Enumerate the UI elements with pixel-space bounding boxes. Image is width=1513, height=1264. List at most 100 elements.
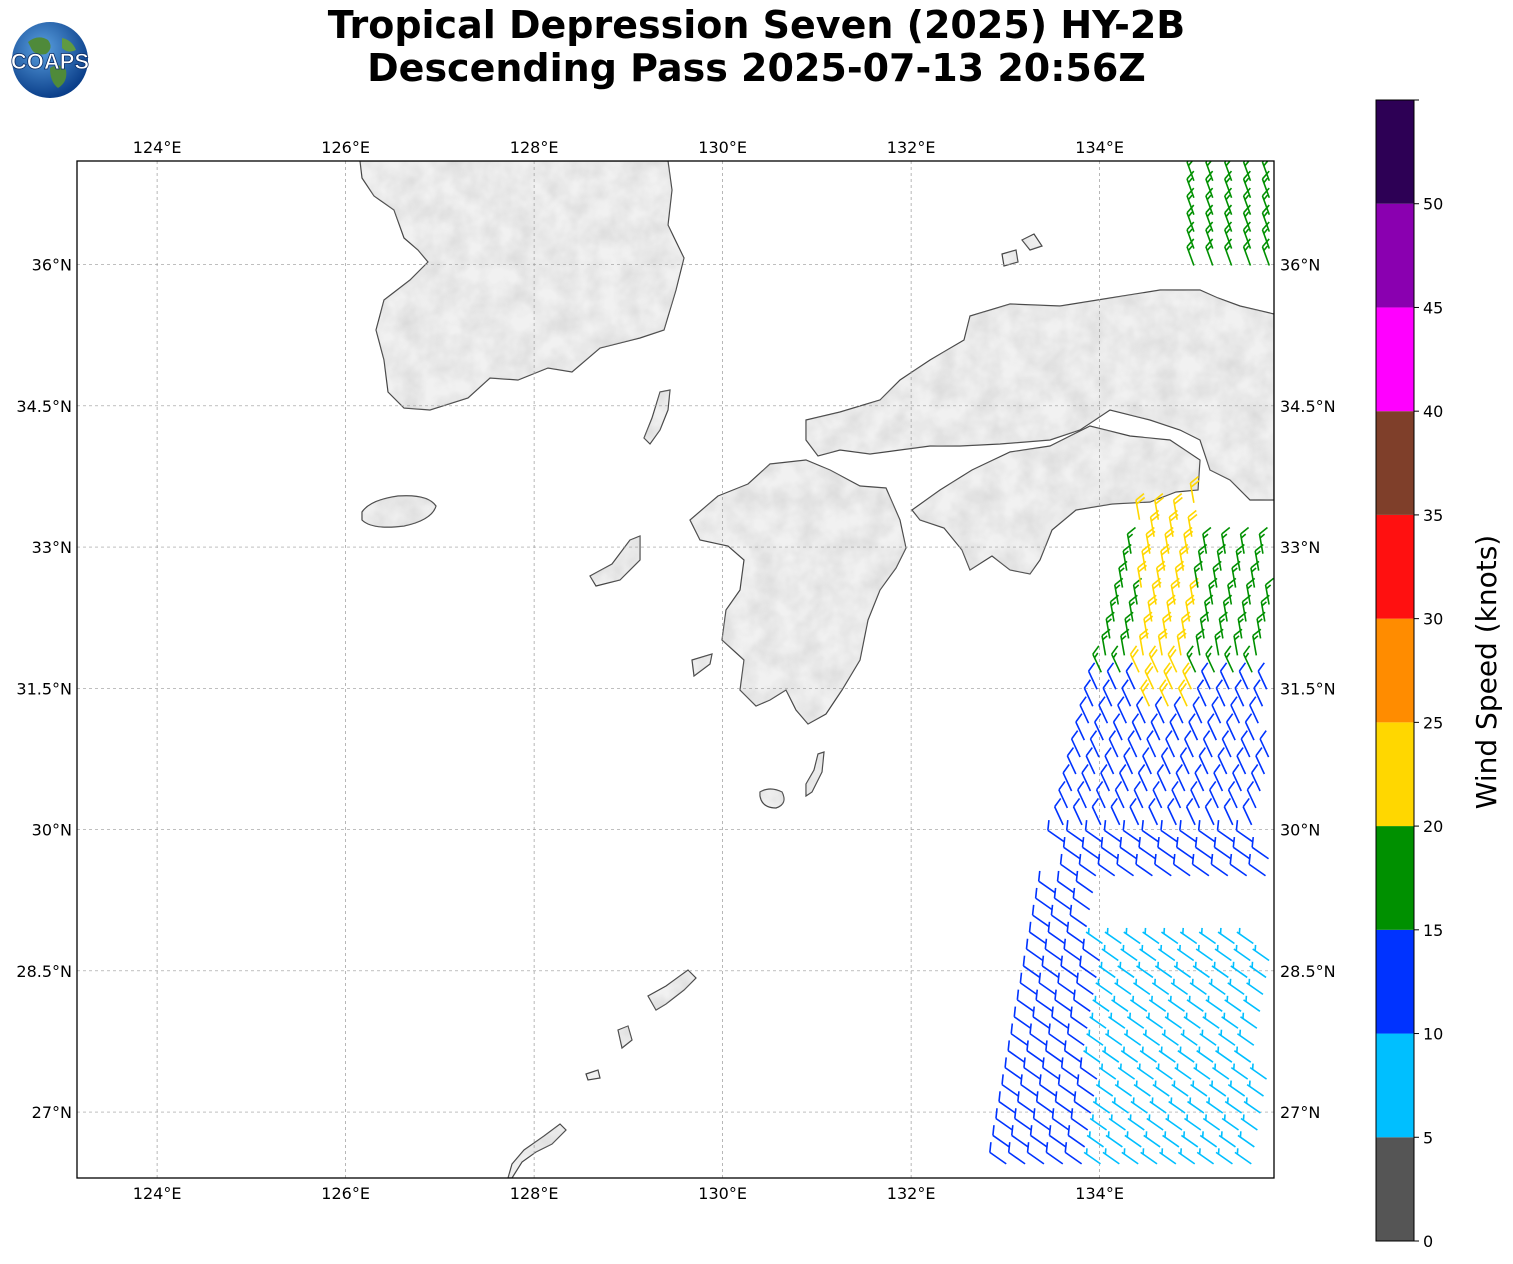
wind-barb <box>1060 955 1078 979</box>
chart-title: Tropical Depression Seven (2025) HY-2B D… <box>0 4 1513 90</box>
wind-barb <box>1014 1108 1032 1131</box>
wind-barb <box>1045 1040 1063 1063</box>
wind-barb <box>1062 764 1073 792</box>
terrain-shading <box>362 495 436 528</box>
wind-barb <box>1230 1063 1249 1080</box>
wind-barb <box>1255 747 1266 775</box>
wind-barb <box>1208 780 1219 809</box>
wind-barb <box>1110 797 1121 826</box>
wind-barb <box>1236 927 1254 945</box>
lon-tick-label: 132°E <box>887 138 936 157</box>
wind-barb <box>1093 713 1104 741</box>
wind-barb <box>1047 820 1065 843</box>
wind-barb <box>1062 836 1081 860</box>
wind-barb <box>1183 1114 1202 1131</box>
terrain-shading <box>618 1026 632 1048</box>
wind-barb <box>1076 1074 1095 1097</box>
wind-barb <box>1194 836 1213 860</box>
wind-barb <box>1177 1046 1195 1063</box>
wind-barb <box>1120 944 1138 962</box>
wind-barb <box>1240 730 1251 758</box>
lon-tick-label: 124°E <box>133 1184 182 1203</box>
wind-barb <box>1123 747 1134 775</box>
wind-barb <box>1141 820 1159 843</box>
wind-barb <box>1117 961 1135 979</box>
wind-barb <box>1179 927 1198 945</box>
wind-barb <box>1110 645 1121 673</box>
wind-barb <box>1127 1114 1145 1131</box>
terrain-shading <box>690 460 906 724</box>
wind-barb <box>1050 904 1069 928</box>
wind-barb <box>1211 961 1229 979</box>
wind-barb <box>1248 853 1266 877</box>
wind-barb <box>1139 944 1157 962</box>
wind-barb <box>1197 820 1216 843</box>
wind-barb <box>1100 764 1111 792</box>
lon-tick-label: 128°E <box>510 138 559 157</box>
wind-barb <box>1210 853 1229 877</box>
wind-barb <box>1143 1131 1161 1148</box>
wind-barb <box>1205 221 1214 249</box>
wind-barb <box>1214 944 1232 962</box>
wind-barb <box>1026 1142 1045 1165</box>
wind-barb <box>1227 1080 1246 1097</box>
wind-barb <box>1223 204 1233 232</box>
wind-barb <box>1085 927 1103 945</box>
wind-barb <box>1191 853 1210 877</box>
colorbar-tick-label: 20 <box>1423 817 1443 836</box>
wind-barb <box>1204 797 1215 826</box>
wind-barb <box>1189 978 1207 996</box>
wind-barb <box>1142 1029 1161 1046</box>
wind-barb <box>1111 1097 1129 1114</box>
wind-barb <box>1100 836 1119 860</box>
wind-barb <box>1112 713 1123 741</box>
wind-barb <box>1198 927 1217 945</box>
wind-barb <box>1196 1148 1215 1165</box>
wind-barb <box>1239 526 1250 554</box>
wind-barb <box>1057 972 1075 996</box>
wind-barb <box>1182 662 1193 690</box>
wind-barb <box>1095 1080 1114 1097</box>
wind-barb <box>1144 662 1155 690</box>
wind-barb <box>1261 204 1271 232</box>
lat-tick-label: 31.5°N <box>1280 679 1336 698</box>
wind-barb <box>1230 961 1248 979</box>
wind-barb <box>1185 797 1196 826</box>
wind-barb <box>1229 853 1248 877</box>
terrain-shading <box>806 290 1274 500</box>
wind-barb <box>1089 1012 1107 1029</box>
wind-barb <box>1034 887 1053 911</box>
wind-barbs <box>989 161 1274 1165</box>
wind-barb <box>1177 679 1188 707</box>
wind-barb <box>1236 747 1247 775</box>
wind-barb <box>1167 645 1178 673</box>
wind-barb <box>1165 1114 1183 1131</box>
wind-barb <box>1108 1114 1126 1131</box>
wind-barb <box>1066 1023 1085 1046</box>
wind-barb <box>1186 187 1195 215</box>
wind-barb <box>1135 853 1153 877</box>
wind-barb <box>1028 921 1047 945</box>
wind-barb <box>1156 764 1167 792</box>
wind-barb <box>1120 1046 1139 1063</box>
wind-barb <box>1087 662 1098 690</box>
wind-barb <box>1022 955 1041 979</box>
wind-barb <box>1136 1063 1154 1080</box>
wind-barb <box>1223 170 1233 198</box>
wind-barb <box>1205 204 1214 232</box>
wind-barb <box>1126 1012 1145 1029</box>
wind-barb <box>1114 780 1125 809</box>
wind-barb <box>1124 1131 1142 1148</box>
wind-barb <box>1190 1080 1208 1097</box>
wind-barb <box>1227 780 1238 809</box>
wind-barb <box>1023 1057 1041 1080</box>
wind-barb <box>1218 1029 1236 1046</box>
colorbar-tick-label: 50 <box>1423 195 1443 214</box>
colorbar-segment <box>1376 203 1414 308</box>
wind-barb <box>1160 820 1178 843</box>
wind-barb <box>1154 696 1165 724</box>
wind-barb <box>1165 730 1176 758</box>
wind-barb <box>1152 1080 1170 1097</box>
wind-barb <box>1129 797 1140 826</box>
wind-barb <box>1261 161 1271 182</box>
